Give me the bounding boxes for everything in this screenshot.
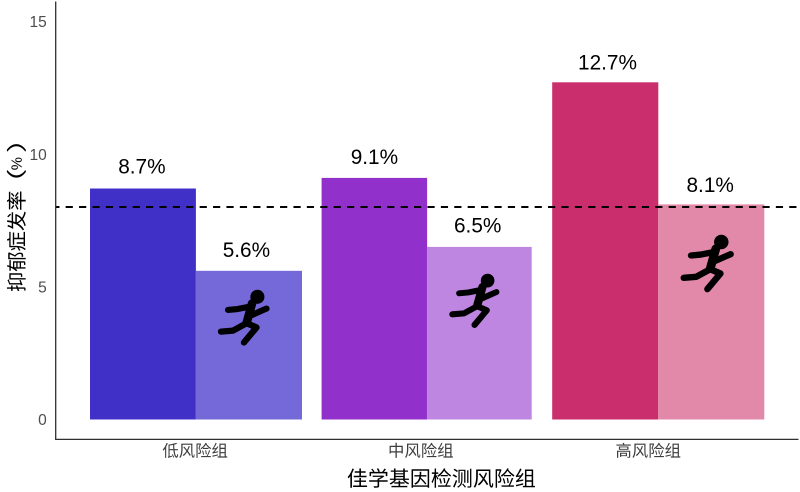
svg-text:10: 10 <box>30 147 48 164</box>
svg-text:0: 0 <box>38 412 47 429</box>
svg-text:5: 5 <box>38 280 47 297</box>
svg-text:8.1%: 8.1% <box>686 174 733 197</box>
svg-text:6.5%: 6.5% <box>454 215 501 238</box>
svg-text:8.7%: 8.7% <box>118 156 165 179</box>
svg-text:9.1%: 9.1% <box>351 146 398 169</box>
svg-text:15: 15 <box>30 14 47 31</box>
svg-text:5.6%: 5.6% <box>223 239 270 262</box>
svg-text:12.7%: 12.7% <box>578 51 637 74</box>
